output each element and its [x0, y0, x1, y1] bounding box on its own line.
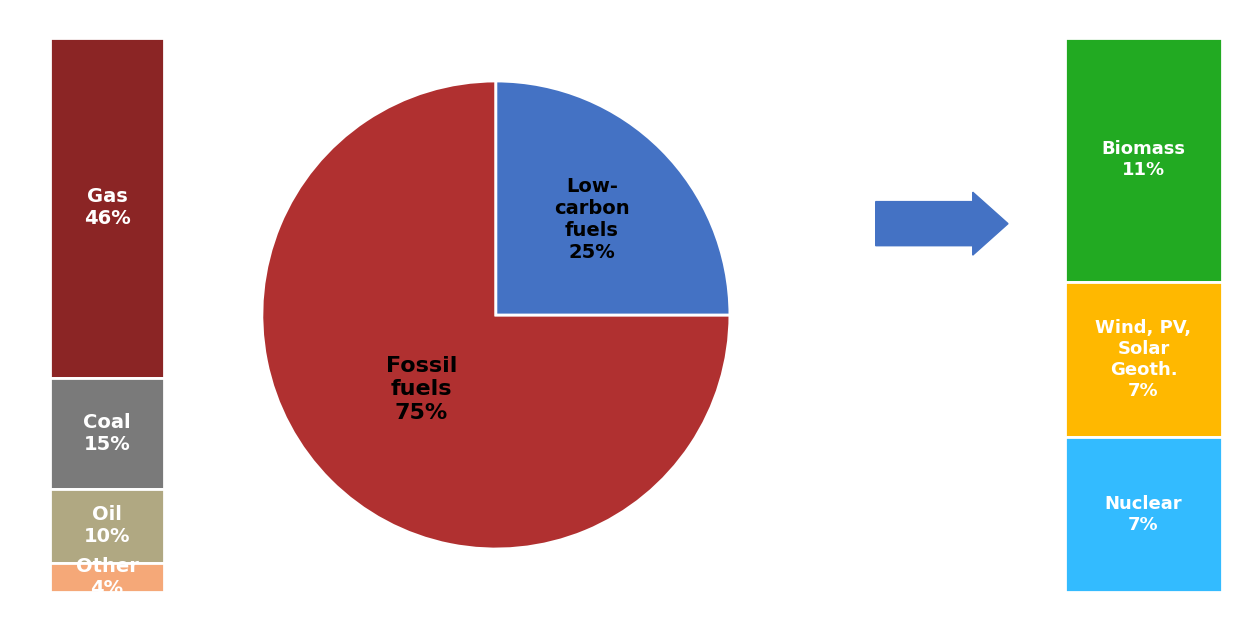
Text: Low-
carbon
fuels
25%: Low- carbon fuels 25%	[554, 176, 630, 261]
FancyBboxPatch shape	[50, 563, 164, 592]
FancyBboxPatch shape	[50, 378, 164, 489]
FancyBboxPatch shape	[50, 38, 164, 378]
Text: Oil
10%: Oil 10%	[84, 505, 130, 546]
FancyArrow shape	[876, 192, 1008, 255]
Text: Fossil
fuels
75%: Fossil fuels 75%	[386, 356, 457, 423]
FancyBboxPatch shape	[1065, 38, 1222, 282]
Wedge shape	[262, 81, 730, 549]
FancyBboxPatch shape	[1065, 282, 1222, 437]
Text: Gas
46%: Gas 46%	[83, 187, 131, 228]
Text: Biomass
11%: Biomass 11%	[1101, 140, 1186, 179]
Text: Wind, PV,
Solar
Geoth.
7%: Wind, PV, Solar Geoth. 7%	[1095, 319, 1192, 399]
FancyBboxPatch shape	[1065, 437, 1222, 592]
Text: Other
4%: Other 4%	[76, 557, 139, 598]
FancyBboxPatch shape	[50, 489, 164, 563]
Text: Nuclear
7%: Nuclear 7%	[1105, 495, 1182, 534]
Wedge shape	[496, 81, 730, 315]
Text: Coal
15%: Coal 15%	[83, 413, 131, 454]
